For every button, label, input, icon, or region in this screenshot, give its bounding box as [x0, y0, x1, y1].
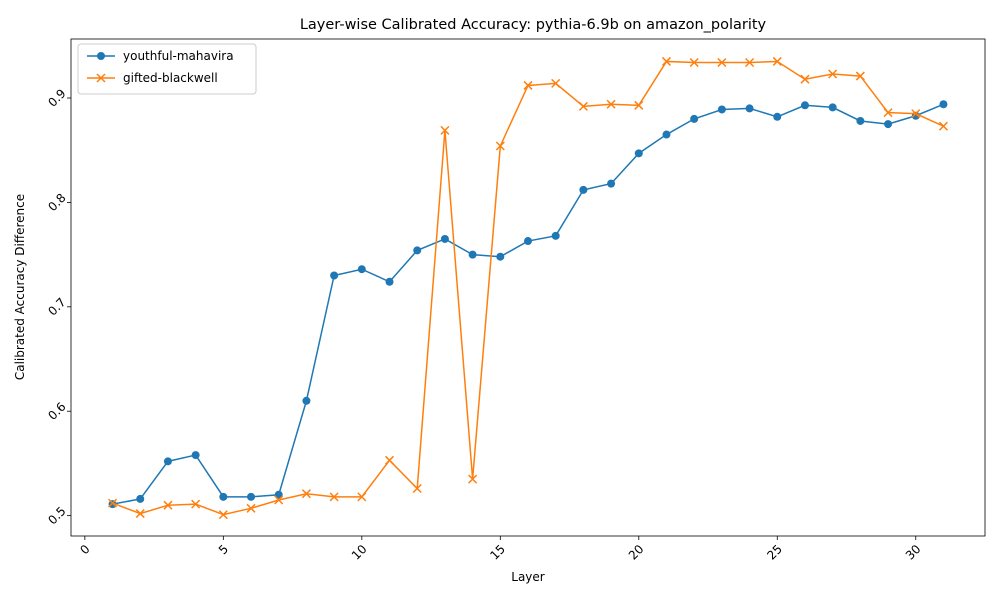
- series-gifted-blackwell: [108, 56, 948, 520]
- legend-label-gifted-blackwell: gifted-blackwell: [123, 71, 218, 85]
- point-youthful-mahavira-20: [634, 149, 643, 158]
- point-gifted-blackwell-2: [135, 509, 145, 519]
- point-gifted-blackwell-10: [357, 492, 367, 502]
- point-gifted-blackwell-1: [108, 498, 118, 508]
- point-youthful-mahavira-26: [800, 101, 809, 110]
- point-youthful-mahavira-2: [136, 494, 145, 503]
- point-gifted-blackwell-13: [440, 125, 450, 135]
- point-gifted-blackwell-3: [163, 500, 173, 510]
- point-youthful-mahavira-24: [745, 104, 754, 113]
- point-gifted-blackwell-17: [551, 78, 561, 88]
- legend-label-youthful-mahavira: youthful-mahavira: [123, 49, 234, 63]
- x-tick-label-15: 15: [487, 542, 508, 563]
- point-gifted-blackwell-12: [412, 483, 422, 494]
- point-youthful-mahavira-27: [828, 103, 837, 112]
- legend: youthful-mahavira gifted-blackwell: [77, 43, 257, 95]
- y-tick-label-0.5: 0.5: [45, 504, 68, 527]
- point-gifted-blackwell-21: [661, 56, 672, 66]
- point-youthful-mahavira-22: [690, 114, 699, 123]
- point-youthful-mahavira-5: [219, 492, 228, 501]
- point-gifted-blackwell-27: [828, 69, 838, 79]
- point-gifted-blackwell-25: [772, 56, 782, 66]
- x-axis: 0 5 10 15 20 25 30: [77, 536, 924, 563]
- point-youthful-mahavira-12: [413, 246, 422, 255]
- point-gifted-blackwell-30: [911, 109, 921, 119]
- legend-frame: [77, 43, 257, 95]
- x-tick-label-0: 0: [77, 542, 92, 557]
- point-gifted-blackwell-5: [218, 510, 228, 520]
- point-youthful-mahavira-11: [385, 277, 394, 286]
- point-youthful-mahavira-9: [330, 271, 339, 280]
- point-youthful-mahavira-17: [551, 231, 560, 240]
- point-gifted-blackwell-11: [384, 455, 395, 465]
- point-youthful-mahavira-18: [579, 185, 588, 194]
- point-gifted-blackwell-16: [523, 80, 533, 90]
- point-gifted-blackwell-7: [274, 495, 284, 505]
- x-tick-label-5: 5: [216, 542, 231, 557]
- point-gifted-blackwell-4: [191, 499, 201, 509]
- point-gifted-blackwell-23: [717, 57, 727, 68]
- x-tick-label-20: 20: [626, 542, 647, 563]
- point-gifted-blackwell-24: [745, 57, 755, 68]
- series-layer: [108, 56, 948, 520]
- point-gifted-blackwell-6: [246, 503, 256, 513]
- point-gifted-blackwell-14: [468, 474, 478, 484]
- point-gifted-blackwell-9: [329, 492, 339, 502]
- point-gifted-blackwell-22: [689, 57, 699, 68]
- legend-marker-youthful-mahavira: [97, 52, 105, 60]
- series-youthful-mahavira: [108, 100, 948, 509]
- plot-area: [70, 38, 986, 537]
- point-youthful-mahavira-4: [191, 451, 200, 460]
- point-youthful-mahavira-14: [468, 250, 477, 259]
- plot-frame: [70, 38, 986, 537]
- x-tick-label-10: 10: [349, 542, 370, 563]
- point-gifted-blackwell-18: [578, 101, 588, 111]
- x-axis-label: Layer: [511, 570, 545, 584]
- point-gifted-blackwell-29: [883, 108, 893, 118]
- point-youthful-mahavira-16: [524, 237, 532, 246]
- point-youthful-mahavira-29: [884, 120, 893, 129]
- point-gifted-blackwell-28: [855, 71, 865, 81]
- y-tick-label-0.9: 0.9: [45, 86, 68, 109]
- point-youthful-mahavira-13: [440, 234, 449, 243]
- point-youthful-mahavira-15: [496, 252, 505, 261]
- x-tick-label-25: 25: [764, 542, 785, 563]
- point-youthful-mahavira-21: [662, 130, 671, 139]
- point-youthful-mahavira-7: [274, 490, 283, 499]
- legend-marker-gifted-blackwell: [96, 73, 106, 83]
- point-youthful-mahavira-25: [773, 112, 782, 121]
- point-youthful-mahavira-19: [607, 179, 616, 188]
- point-gifted-blackwell-31: [938, 121, 948, 131]
- point-gifted-blackwell-19: [606, 99, 616, 109]
- y-axis: 0.5 0.6 0.7 0.8 0.9: [45, 86, 71, 527]
- point-gifted-blackwell-20: [634, 100, 644, 110]
- point-youthful-mahavira-28: [856, 116, 865, 125]
- point-gifted-blackwell-26: [800, 74, 810, 84]
- y-tick-label-0.8: 0.8: [45, 191, 68, 214]
- y-tick-label-0.7: 0.7: [45, 295, 68, 318]
- x-tick-label-30: 30: [903, 542, 924, 563]
- y-tick-label-0.6: 0.6: [45, 400, 68, 423]
- chart-title: Layer-wise Calibrated Accuracy: pythia-6…: [300, 17, 767, 33]
- y-axis-label: Calibrated Accuracy Difference: [13, 194, 27, 380]
- point-gifted-blackwell-15: [495, 141, 505, 151]
- point-youthful-mahavira-10: [357, 265, 366, 274]
- point-youthful-mahavira-3: [163, 457, 172, 466]
- point-youthful-mahavira-23: [717, 105, 726, 114]
- point-gifted-blackwell-8: [301, 489, 311, 499]
- point-youthful-mahavira-31: [939, 100, 948, 109]
- point-youthful-mahavira-8: [302, 396, 311, 405]
- point-youthful-mahavira-6: [247, 492, 256, 501]
